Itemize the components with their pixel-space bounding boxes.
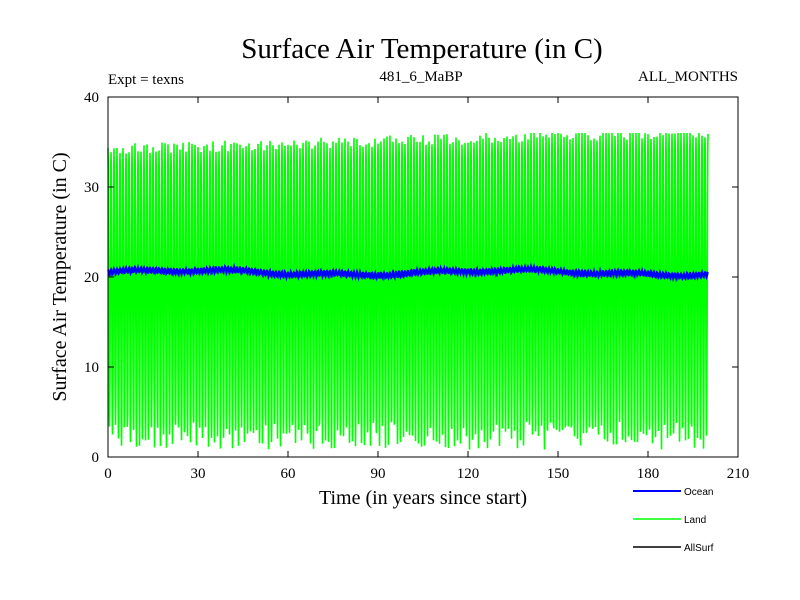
experiment-label: Expt = texns <box>108 72 184 88</box>
y-tick-label: 10 <box>84 360 99 376</box>
series-ocean <box>107 262 709 283</box>
series-land <box>107 132 709 450</box>
chart-title: Surface Air Temperature (in C) <box>241 33 602 65</box>
x-tick-label: 120 <box>457 466 480 482</box>
x-tick-label: 30 <box>191 466 206 482</box>
x-tick-label: 0 <box>104 466 112 482</box>
x-axis-label: Time (in years since start) <box>319 487 527 509</box>
x-tick-label: 90 <box>371 466 386 482</box>
y-tick-label: 20 <box>84 270 99 286</box>
y-tick-label: 40 <box>84 90 99 106</box>
x-tick-label: 210 <box>727 466 750 482</box>
series-layer <box>107 132 709 450</box>
x-tick-label: 60 <box>281 466 296 482</box>
y-axis-label: Surface Air Temperature (in C) <box>49 152 71 401</box>
months-label: ALL_MONTHS <box>638 69 738 85</box>
y-tick-label: 0 <box>92 450 100 466</box>
axis-ticks: 0 30 60 90 120 150 180 210 0 10 20 30 40 <box>84 90 749 482</box>
legend: Ocean Land AllSurf <box>633 487 714 554</box>
legend-label-ocean: Ocean <box>684 487 713 498</box>
y-tick-label: 30 <box>84 180 99 196</box>
legend-label-land: Land <box>684 515 706 526</box>
x-tick-label: 150 <box>547 466 570 482</box>
legend-label-allsurf: AllSurf <box>684 543 714 554</box>
period-label: 481_6_MaBP <box>379 69 462 85</box>
x-tick-label: 180 <box>637 466 660 482</box>
